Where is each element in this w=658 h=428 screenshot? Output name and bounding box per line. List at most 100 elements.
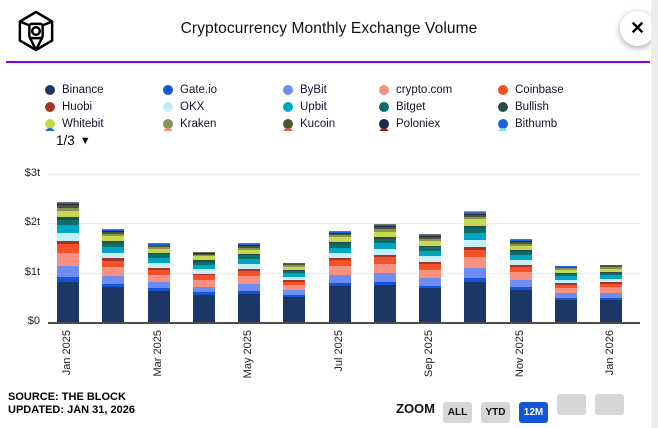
legend-item-coinbase[interactable]: Coinbase <box>498 84 564 96</box>
bar-segment-huobi <box>509 264 532 267</box>
bar-segment-bitget <box>464 227 487 233</box>
bar-segment-crypto-com <box>283 285 306 291</box>
bar-mar-2025[interactable] <box>147 243 170 322</box>
bar-segment-binance <box>464 281 487 322</box>
legend-item-bullish[interactable]: Bullish <box>498 101 549 113</box>
bar-segment-binance <box>192 294 215 322</box>
bar-segment-kraken <box>147 246 170 249</box>
bar-segment-okx <box>57 233 79 242</box>
bar-segment-poloniex <box>102 231 125 233</box>
legend-item-whitebit[interactable]: Whitebit <box>45 118 104 130</box>
bar-segment-kucoin <box>283 264 306 266</box>
bar-segment-other <box>102 229 125 231</box>
source-line: SOURCE: THE BLOCK <box>8 391 126 403</box>
bar-segment-bithumb <box>238 244 260 246</box>
close-button[interactable]: ✕ <box>620 11 655 46</box>
legend-item-kucoin[interactable]: Kucoin <box>283 118 335 130</box>
bar-segment-bitget <box>554 273 577 277</box>
legend-item-kraken[interactable]: Kraken <box>163 118 216 130</box>
bar-segment-coinbase <box>147 269 170 275</box>
bar-segment-huobi <box>328 258 351 261</box>
bar-segment-poloniex <box>57 204 79 206</box>
bar-segment-gate-io <box>328 282 351 286</box>
bar-segment-crypto-com <box>238 276 260 285</box>
bar-segment-kucoin <box>328 233 351 236</box>
zoom-button-12m[interactable]: 12M <box>519 402 548 423</box>
bar-segment-coinbase <box>238 270 260 277</box>
legend-item-bithumb[interactable]: Bithumb <box>498 118 557 130</box>
legend-overflow-dot <box>498 128 508 131</box>
zoom-button-blank[interactable] <box>595 394 624 415</box>
bar-dec-2025[interactable] <box>554 265 577 322</box>
scrollbar-track[interactable] <box>651 0 658 428</box>
bar-segment-crypto-com <box>57 252 79 266</box>
bar-jun-2025[interactable] <box>283 262 306 322</box>
bar-segment-bithumb <box>373 225 396 227</box>
legend-item-label: OKX <box>180 101 205 113</box>
bar-segment-other <box>57 201 79 204</box>
bar-segment-okx <box>419 256 441 262</box>
legend-dot <box>283 85 293 95</box>
zoom-button-ytd[interactable]: YTD <box>481 402 510 423</box>
legend-item-upbit[interactable]: Upbit <box>283 101 327 113</box>
legend-page-dropdown[interactable]: 1/3 ▼ <box>56 133 91 148</box>
legend-item-label: Bullish <box>515 101 549 113</box>
bar-segment-coinbase <box>464 249 487 257</box>
legend-dot <box>498 102 508 112</box>
bar-may-2025[interactable] <box>238 243 260 322</box>
bar-segment-bybit <box>328 275 351 283</box>
bar-segment-coinbase <box>192 275 215 280</box>
bar-segment-huobi <box>554 283 577 285</box>
bar-segment-other <box>509 239 532 241</box>
bar-segment-bitget <box>419 247 441 252</box>
legend-dot <box>379 119 389 129</box>
legend-item-label: Huobi <box>62 101 93 113</box>
bar-segment-bybit <box>509 280 532 287</box>
legend-item-label: Bitget <box>396 101 426 113</box>
bar-segment-kraken <box>464 216 487 220</box>
legend-item-okx[interactable]: OKX <box>163 101 204 113</box>
bar-segment-gate-io <box>238 290 260 294</box>
bar-segment-kucoin <box>57 205 79 208</box>
legend-item-huobi[interactable]: Huobi <box>45 101 92 113</box>
bar-segment-kraken <box>373 229 396 232</box>
bar-segment-gate-io <box>600 297 622 300</box>
bar-segment-binance <box>238 293 260 322</box>
bar-feb-2025[interactable] <box>102 229 125 322</box>
bar-apr-2025[interactable] <box>192 251 215 322</box>
bar-sep-2025[interactable] <box>419 234 441 322</box>
bar-jan-2025[interactable] <box>57 201 79 322</box>
bar-segment-kraken <box>192 255 215 257</box>
legend-item-bitget[interactable]: Bitget <box>379 101 425 113</box>
bar-jan-2026[interactable] <box>600 264 622 322</box>
the-block-logo[interactable] <box>17 9 55 53</box>
bar-segment-bybit <box>57 265 79 277</box>
bar-oct-2025[interactable] <box>464 211 487 322</box>
bar-segment-whitebit <box>509 245 532 251</box>
legend-item-poloniex[interactable]: Poloniex <box>379 118 440 130</box>
zoom-button-all[interactable]: ALL <box>443 402 472 423</box>
legend-item-bybit[interactable]: ByBit <box>283 84 327 96</box>
legend-item-gate-io[interactable]: Gate.io <box>163 84 217 96</box>
legend-dot <box>283 119 293 129</box>
bar-segment-bullish <box>600 271 622 273</box>
bar-nov-2025[interactable] <box>509 239 532 322</box>
bar-segment-bybit <box>554 293 577 298</box>
legend-item-crypto-com[interactable]: crypto.com <box>379 84 452 96</box>
bar-segment-huobi <box>192 273 215 276</box>
bar-segment-okx <box>283 276 306 281</box>
legend-item-binance[interactable]: Binance <box>45 84 104 96</box>
legend-item-label: Gate.io <box>180 84 218 96</box>
bar-segment-binance <box>509 289 532 322</box>
bar-segment-gate-io <box>464 277 487 282</box>
zoom-button-blank[interactable] <box>557 394 586 415</box>
bar-segment-poloniex <box>238 245 260 247</box>
bar-segment-crypto-com <box>102 267 125 277</box>
bar-jul-2025[interactable] <box>328 230 351 322</box>
bar-segment-coinbase <box>419 263 441 270</box>
bar-segment-bitget <box>328 243 351 248</box>
bar-aug-2025[interactable] <box>373 224 396 322</box>
bar-segment-poloniex <box>419 236 441 238</box>
bar-segment-other <box>328 230 351 232</box>
bar-segment-binance <box>147 291 170 322</box>
